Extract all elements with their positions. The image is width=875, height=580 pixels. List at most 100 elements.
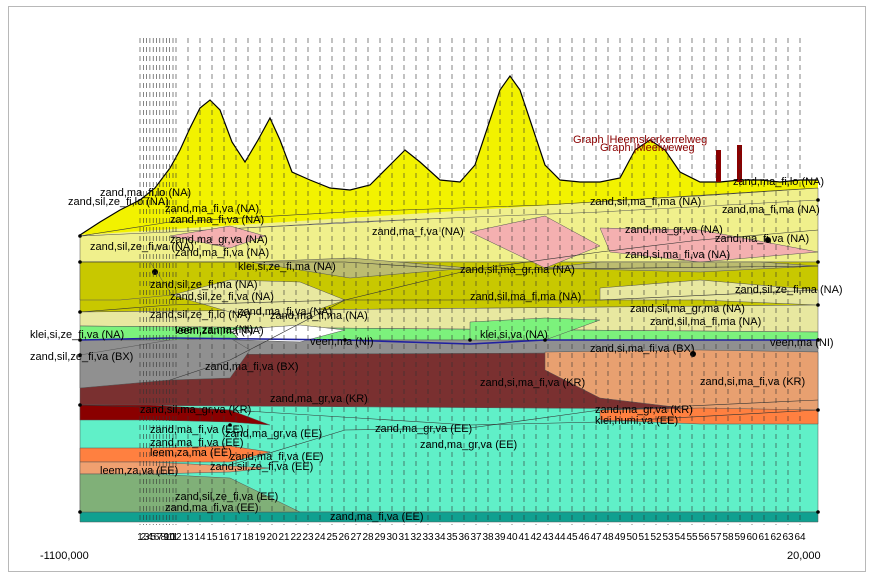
vertical-number: 39 bbox=[494, 532, 506, 543]
layer-labels: zand,ma_fi,lo (NA)zand,ma_fi,lo (NA)zand… bbox=[30, 176, 843, 523]
vertical-number: 57 bbox=[710, 532, 722, 543]
vertex-marker bbox=[78, 338, 82, 342]
layer-label: zand,sil,ze_fi,va (EE) bbox=[210, 461, 313, 473]
layer-label: zand,ma_gr,va (KR) bbox=[595, 404, 693, 416]
vertex-marker bbox=[816, 260, 820, 264]
vertical-number: 20 bbox=[266, 532, 278, 543]
layer-label: zand,ma_gr,va (EE) bbox=[420, 439, 517, 451]
layer-label: veen,za,ma (NI) bbox=[175, 324, 253, 336]
layer-bx-wedge bbox=[79, 337, 251, 389]
surface-profile bbox=[79, 74, 818, 236]
vertical-number: 9 bbox=[164, 532, 170, 543]
layer-label: leem,za,va (EE) bbox=[100, 465, 178, 477]
vertical-number: 44 bbox=[554, 532, 566, 543]
vertical-number: 31 bbox=[398, 532, 410, 543]
vertical-number: 1 bbox=[137, 532, 143, 543]
vertical-number: 45 bbox=[566, 532, 578, 543]
vertical-number: 52 bbox=[650, 532, 662, 543]
layer-label: zand,si,ma_fi,va (NA) bbox=[625, 249, 730, 261]
vertical-number: 47 bbox=[590, 532, 602, 543]
layer-label: zand,ma_fi,lo (NA) bbox=[733, 176, 824, 188]
layer-label: zand,ma_gr,va (KR) bbox=[270, 393, 368, 405]
vertex-marker bbox=[816, 198, 820, 202]
vertical-number: 38 bbox=[482, 532, 494, 543]
layer-label: zand,ma_gr,va (EE) bbox=[225, 428, 322, 440]
vertical-number: 3 bbox=[144, 532, 150, 543]
vertical-number: 41 bbox=[518, 532, 530, 543]
layer-label: zand,ma_fi,va (EE) bbox=[165, 502, 259, 514]
vertical-number: 14 bbox=[194, 532, 206, 543]
vertical-number: 11 bbox=[168, 532, 179, 543]
layer-label: zand,ma_fi,va (EE) bbox=[150, 437, 244, 449]
vertical-number: 46 bbox=[578, 532, 590, 543]
layer-label: zand,sil,ze_fi,va (EE) bbox=[175, 491, 278, 503]
layer-label: leem,zan,ma (NA) bbox=[175, 325, 264, 337]
vertical-number: 37 bbox=[470, 532, 482, 543]
vertical-number: 48 bbox=[602, 532, 614, 543]
layer-boundary-lines bbox=[78, 187, 820, 514]
layer-label: zand,ma_fi,va (NA) bbox=[715, 233, 809, 245]
layer-na-pink-lens-left bbox=[169, 225, 266, 249]
layer-label: zand,ma_fi,va (EE) bbox=[150, 424, 244, 436]
layer-na-pink-lens-right bbox=[599, 227, 819, 263]
vertex-marker bbox=[816, 510, 820, 514]
vertical-number: 59 bbox=[734, 532, 746, 543]
boundary-line bbox=[79, 187, 819, 237]
vertical-number: 60 bbox=[746, 532, 758, 543]
vertical-number: 19 bbox=[254, 532, 266, 543]
layer-label: zand,ma_fi,va (NA) bbox=[175, 247, 269, 259]
surface-area bbox=[80, 76, 818, 235]
layer-label: zand,sil,ma_fi,ma (NA) bbox=[650, 316, 761, 328]
x-axis-max-label: 20,000 bbox=[787, 550, 821, 562]
annotation-label: Graph |Heemskerkerrelweg bbox=[573, 134, 707, 146]
vertical-number: 30 bbox=[386, 532, 398, 543]
layer-label: zand,sil,ze_fi,lo (NA) bbox=[150, 309, 251, 321]
vertex-marker bbox=[78, 403, 82, 407]
vertex-marker bbox=[816, 408, 820, 412]
vertical-number: 29 bbox=[374, 532, 386, 543]
vertical-number: 55 bbox=[686, 532, 698, 543]
layer-label: klei,si,va (NA) bbox=[480, 329, 548, 341]
vertex-marker bbox=[816, 303, 820, 307]
vertical-number: 10 bbox=[164, 532, 176, 543]
layer-label: zand,sil,ma_gr,va (KR) bbox=[140, 404, 251, 416]
layer-label: zand,ma_fi,va (EE) bbox=[330, 511, 424, 523]
boundary-line bbox=[229, 399, 819, 466]
layer-label: klei,si,ze_fi,va (NA) bbox=[30, 329, 124, 341]
vertex-marker bbox=[765, 237, 771, 243]
vertical-number: 56 bbox=[698, 532, 710, 543]
x-axis-min-label: -1100,000 bbox=[40, 550, 89, 562]
vertex-marker bbox=[543, 338, 547, 342]
layer-label: zand,sil,ze_fi,ma (NA) bbox=[735, 284, 843, 296]
boundary-line bbox=[79, 404, 819, 426]
layer-na-pink-lens-mid bbox=[469, 215, 601, 269]
layer-label: veen,ma (NI) bbox=[770, 337, 834, 349]
annotation-label: Graph |Meelweweg bbox=[600, 142, 695, 154]
vertical-number: 24 bbox=[314, 532, 326, 543]
vertex-marker bbox=[690, 351, 696, 357]
vertical-number: 25 bbox=[326, 532, 338, 543]
layer-label: zand,sil,ma_fi,ma (NA) bbox=[470, 291, 581, 303]
boundary-line bbox=[79, 289, 819, 313]
vertical-number: 32 bbox=[410, 532, 422, 543]
boundary-line bbox=[169, 229, 819, 381]
layer-label: veen,ma (NI) bbox=[310, 336, 374, 348]
vertical-number: 36 bbox=[458, 532, 470, 543]
vertical-number: 4 bbox=[147, 532, 153, 543]
vertical-number: 21 bbox=[278, 532, 290, 543]
vertical-number: 49 bbox=[614, 532, 626, 543]
vertical-number: 42 bbox=[530, 532, 542, 543]
vertex-marker bbox=[78, 234, 82, 238]
vertical-number: 58 bbox=[722, 532, 734, 543]
layer-label: zand,ma_fi,va (NA) bbox=[238, 306, 332, 318]
surface-line bbox=[79, 74, 818, 236]
vertex-marker bbox=[78, 510, 82, 514]
layer-na-khaki-lens bbox=[249, 257, 471, 279]
layer-label: zand,sil,ze_fi,va (NA) bbox=[90, 241, 194, 253]
layer-label: zand,sil,ma_gr,ma (NA) bbox=[460, 264, 575, 276]
vertical-number: 40 bbox=[506, 532, 518, 543]
vertical-number: 43 bbox=[542, 532, 554, 543]
vertical-number: 34 bbox=[434, 532, 446, 543]
vertical-number: 7 bbox=[157, 532, 163, 543]
layer-label: zand,ma_fi,ma (NA) bbox=[270, 310, 368, 322]
